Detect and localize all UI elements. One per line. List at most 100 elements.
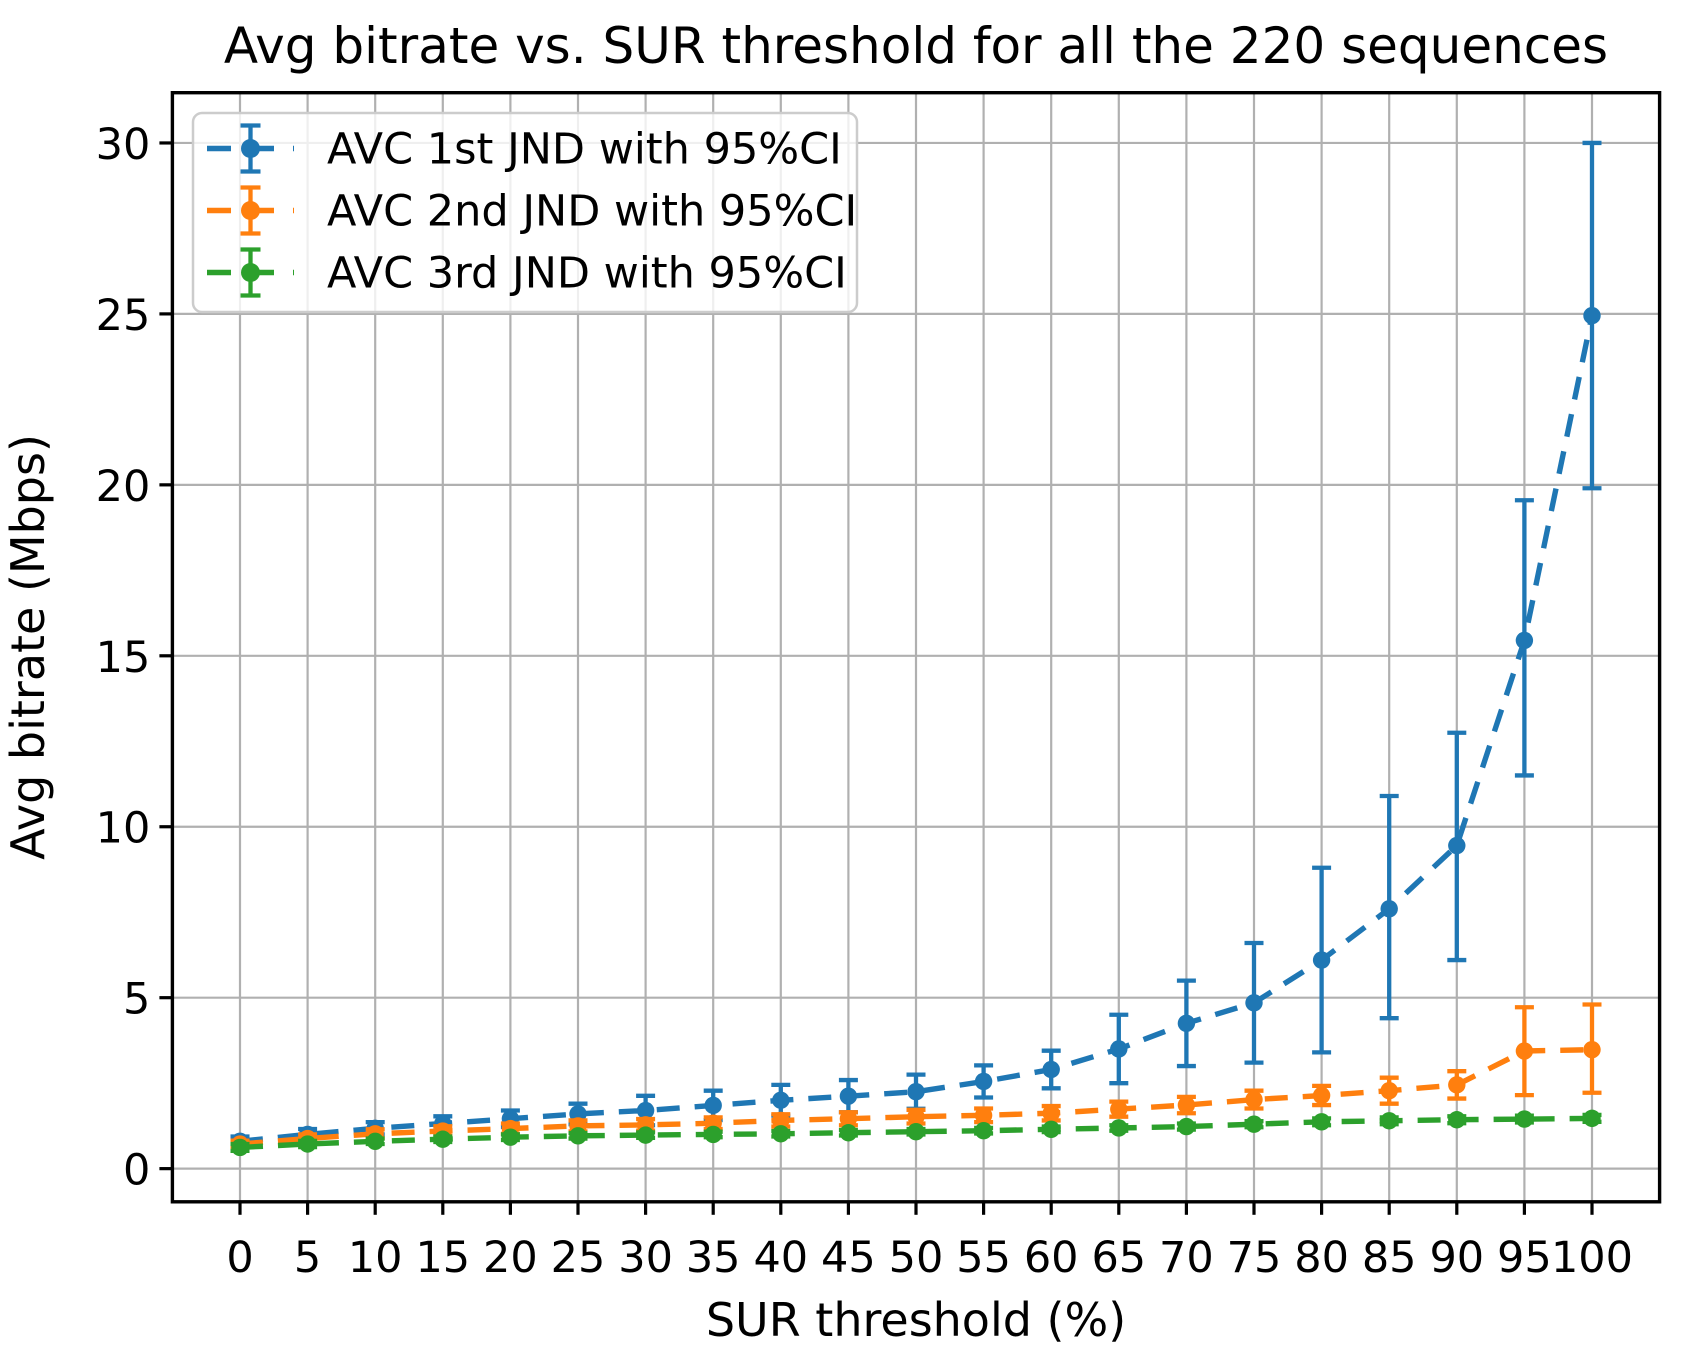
data-point-marker xyxy=(704,1125,722,1144)
legend-label: AVC 2nd JND with 95%CI xyxy=(327,187,857,237)
x-tick-label: 40 xyxy=(753,1233,808,1283)
plot-border xyxy=(170,90,1662,1204)
legend-entry: AVC 3rd JND with 95%CI xyxy=(207,247,847,299)
y-tick-label: 20 xyxy=(96,462,151,512)
data-point-marker xyxy=(434,1130,452,1148)
x-tick-label: 15 xyxy=(415,1233,470,1283)
data-point-marker xyxy=(1245,994,1263,1012)
series-1-group xyxy=(230,140,1602,1150)
y-axis: 0 5 10 15 20 25 30 xyxy=(96,120,173,1196)
legend-marker xyxy=(241,201,260,220)
legend-box xyxy=(191,111,859,314)
data-point-marker xyxy=(1312,1113,1331,1131)
data-point-marker xyxy=(1583,1040,1601,1059)
data-point-marker xyxy=(569,1127,587,1145)
data-point-marker xyxy=(298,1135,317,1153)
data-point-marker xyxy=(1110,1040,1128,1058)
data-point-marker xyxy=(1515,1042,1534,1060)
data-point-marker xyxy=(1312,1086,1331,1105)
data-point-marker xyxy=(1042,1060,1060,1079)
data-point-marker xyxy=(907,1083,925,1101)
data-point-marker xyxy=(1448,836,1466,855)
x-tick-label: 85 xyxy=(1362,1233,1417,1283)
data-point-marker xyxy=(1042,1120,1060,1139)
data-point-marker xyxy=(907,1107,925,1126)
data-point-marker xyxy=(1177,1014,1196,1033)
legend-marker xyxy=(241,139,260,158)
x-tick-label: 50 xyxy=(889,1233,944,1283)
data-point-marker xyxy=(1312,951,1331,969)
data-point-marker xyxy=(1245,1090,1263,1109)
data-point-marker xyxy=(907,1123,925,1141)
data-point-marker xyxy=(1380,1081,1398,1100)
x-axis-label: SUR threshold (%) xyxy=(706,1293,1126,1347)
x-tick-label: 45 xyxy=(821,1233,876,1283)
legend: AVC 1st JND with 95%CI AVC 2nd JND with 9… xyxy=(191,111,859,314)
y-tick-label: 5 xyxy=(123,975,150,1025)
data-point-marker xyxy=(974,1072,993,1091)
x-tick-label: 55 xyxy=(956,1233,1011,1283)
data-point-marker xyxy=(1583,306,1601,325)
data-point-marker xyxy=(636,1126,655,1144)
x-tick-label: 70 xyxy=(1159,1233,1214,1283)
data-point-marker xyxy=(839,1087,858,1105)
y-tick-label: 0 xyxy=(123,1146,150,1196)
series-layer xyxy=(230,140,1602,1157)
data-point-marker xyxy=(1177,1117,1196,1136)
data-point-marker xyxy=(366,1132,384,1150)
y-tick-label: 10 xyxy=(96,804,151,854)
data-point-marker xyxy=(772,1125,790,1143)
data-point-marker xyxy=(1380,900,1398,918)
x-tick-label: 20 xyxy=(483,1233,538,1283)
x-tick-label: 100 xyxy=(1551,1233,1633,1283)
y-tick-label: 15 xyxy=(96,633,151,683)
data-point-marker xyxy=(974,1106,993,1125)
data-point-marker xyxy=(1042,1104,1060,1122)
chart-title: Avg bitrate vs. SUR threshold for all th… xyxy=(224,17,1608,75)
y-tick-label: 30 xyxy=(96,120,151,170)
data-point-marker xyxy=(1515,1110,1534,1128)
data-point-marker xyxy=(839,1110,858,1128)
data-point-marker xyxy=(974,1121,993,1140)
x-tick-label: 30 xyxy=(618,1233,673,1283)
x-tick-label: 65 xyxy=(1091,1233,1146,1283)
x-axis: 0 5 10 15 20 25 30 35 40 45 50 55 60 65 70 75 80 85 90 95 10… xyxy=(226,1201,1633,1283)
x-tick-label: 10 xyxy=(348,1233,403,1283)
data-point-marker xyxy=(231,1138,249,1157)
data-point-marker xyxy=(1448,1076,1466,1094)
legend-entry: AVC 2nd JND with 95%CI xyxy=(207,185,857,237)
data-point-marker xyxy=(839,1124,858,1142)
y-tick-label: 25 xyxy=(96,291,151,341)
data-point-marker xyxy=(1448,1111,1466,1129)
x-tick-label: 35 xyxy=(686,1233,741,1283)
data-point-marker xyxy=(501,1128,520,1146)
x-tick-label: 25 xyxy=(551,1233,606,1283)
data-point-marker xyxy=(1177,1096,1196,1114)
x-tick-label: 95 xyxy=(1497,1233,1552,1283)
data-point-marker xyxy=(1583,1109,1601,1128)
legend-label: AVC 1st JND with 95%CI xyxy=(327,125,842,175)
x-tick-label: 5 xyxy=(294,1233,321,1283)
data-point-marker xyxy=(704,1096,722,1115)
axes-spines xyxy=(170,90,1662,1204)
data-point-marker xyxy=(1515,631,1534,650)
data-point-marker xyxy=(1380,1112,1398,1130)
legend-entry: AVC 1st JND with 95%CI xyxy=(207,123,842,175)
data-point-marker xyxy=(772,1091,790,1109)
data-point-marker xyxy=(636,1101,655,1120)
legend-label: AVC 3rd JND with 95%CI xyxy=(327,249,847,299)
data-point-marker xyxy=(1245,1115,1263,1133)
data-point-marker xyxy=(772,1111,790,1130)
x-tick-label: 90 xyxy=(1429,1233,1484,1283)
x-tick-label: 80 xyxy=(1294,1233,1349,1283)
series-3-group xyxy=(230,1109,1602,1157)
x-tick-label: 60 xyxy=(1024,1233,1079,1283)
legend-marker xyxy=(241,263,260,282)
x-tick-label: 75 xyxy=(1227,1233,1282,1283)
data-point-marker xyxy=(1110,1119,1128,1137)
x-tick-label: 0 xyxy=(226,1233,253,1283)
data-point-marker xyxy=(1110,1100,1128,1118)
y-axis-label: Avg bitrate (Mbps) xyxy=(1,434,55,860)
